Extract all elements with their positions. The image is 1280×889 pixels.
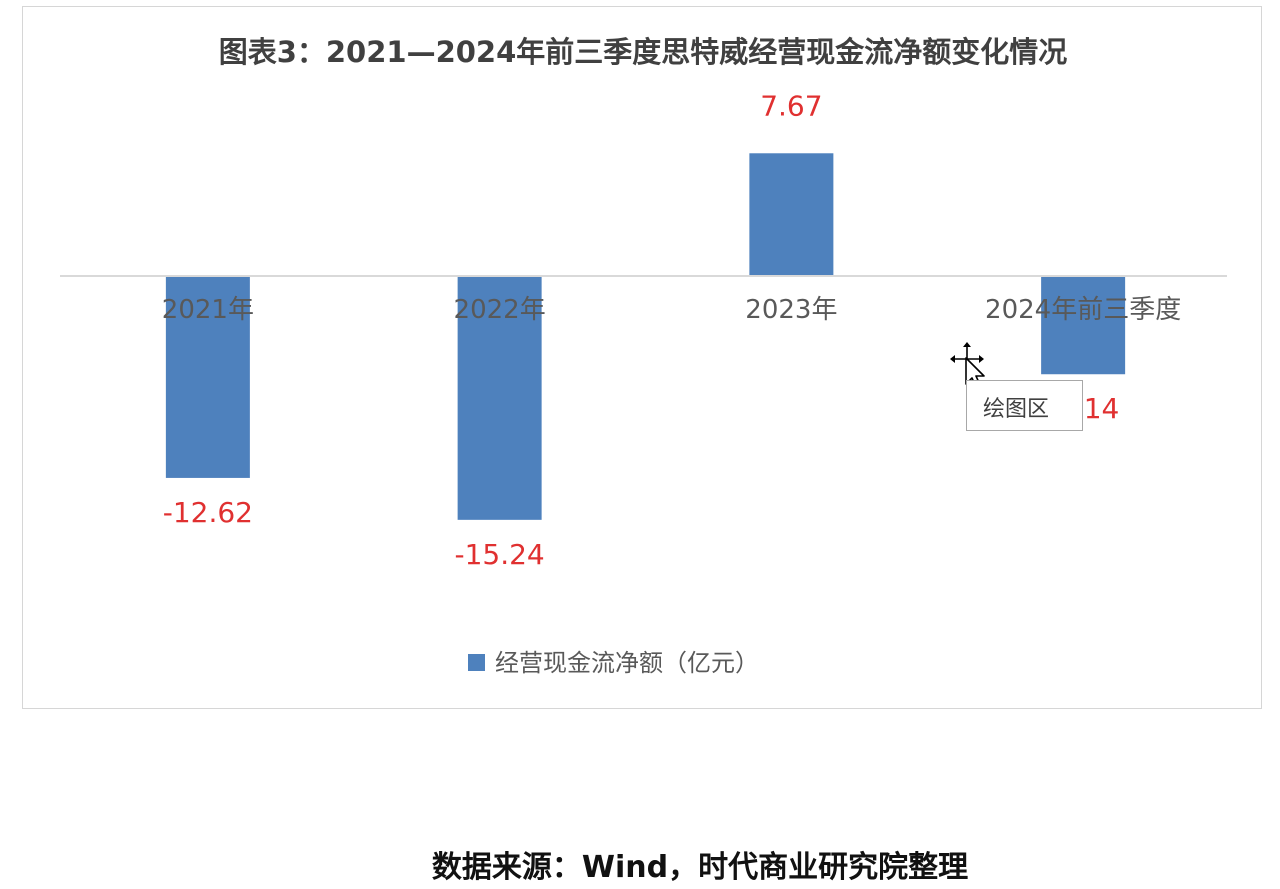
data-label-3: 7.67 — [760, 89, 822, 122]
data-label-1: -12.62 — [163, 496, 253, 529]
legend-swatch — [468, 654, 485, 671]
category-label-2: 2022年 — [454, 295, 546, 325]
chart-svg[interactable]: 图表3：2021—2024年前三季度思特威经营现金流净额变化情况 2021年 -1… — [23, 7, 1263, 710]
labels-layer: 2021年 -12.62 2022年 -15.24 2023年 7.67 2024年前三季度… — [162, 89, 1181, 571]
category-label-4: 2024年前三季度 — [985, 295, 1181, 325]
bar-1[interactable] — [165, 276, 250, 478]
legend-label: 经营现金流净额（亿元） — [495, 649, 759, 677]
chart-title: 图表3：2021—2024年前三季度思特威经营现金流净额变化情况 — [219, 35, 1068, 69]
bars-layer — [165, 153, 1126, 520]
source-note: 数据来源：Wind，时代商业研究院整理 — [431, 850, 969, 885]
bar-3[interactable] — [749, 153, 834, 276]
category-label-1: 2021年 — [162, 295, 254, 325]
move-cursor-icon — [950, 342, 985, 390]
bar-4[interactable] — [1041, 276, 1126, 375]
chart-frame[interactable]: 图表3：2021—2024年前三季度思特威经营现金流净额变化情况 2021年 -1… — [22, 6, 1262, 709]
legend: 经营现金流净额（亿元） — [468, 649, 759, 677]
data-label-2: -15.24 — [454, 538, 544, 571]
plot-area-tooltip: 绘图区 — [966, 380, 1083, 431]
bar-2[interactable] — [457, 276, 542, 520]
category-label-3: 2023年 — [745, 295, 837, 325]
